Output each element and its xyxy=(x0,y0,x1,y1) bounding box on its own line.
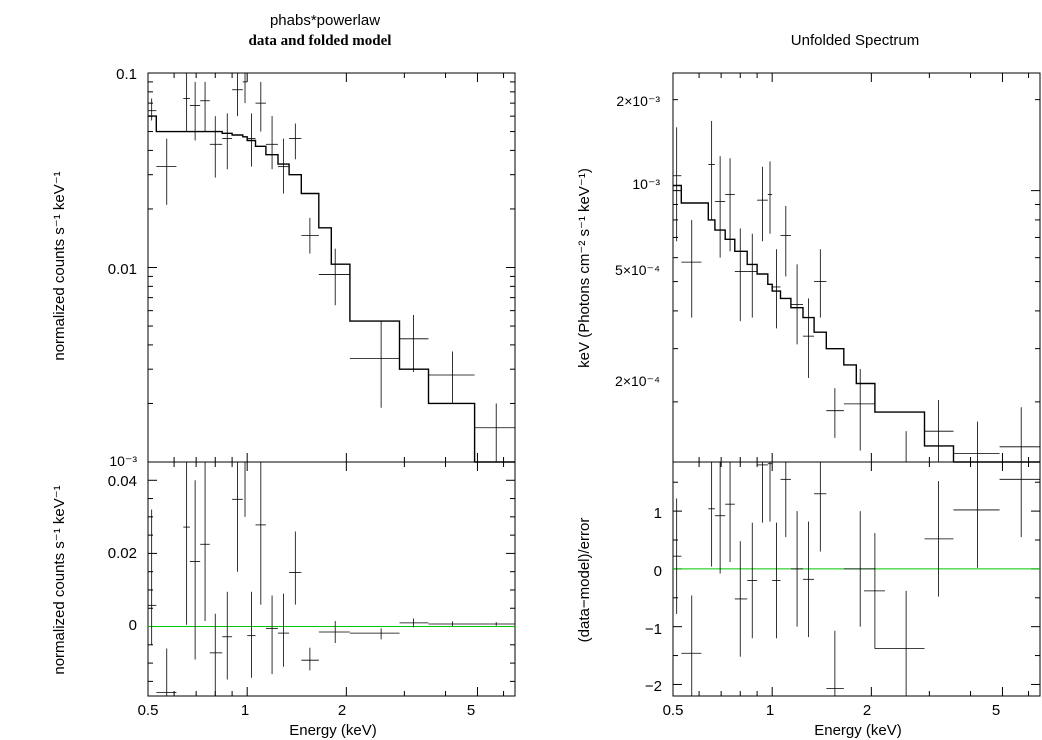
x-axis-label: Energy (keV) xyxy=(289,722,377,739)
left-title-subtitle: data and folded model xyxy=(249,33,392,49)
plot-frame xyxy=(147,461,516,697)
model-step-line xyxy=(148,115,515,463)
xtick-label: 2 xyxy=(338,702,346,719)
left-title-model: phabs*powerlaw xyxy=(270,12,380,29)
ytick-label: 1 xyxy=(654,505,662,522)
ytick-label: 2×10⁻³ xyxy=(616,93,660,109)
y-axis-label: keV (Photons cm⁻² s⁻¹ keV⁻¹) xyxy=(576,168,593,368)
ytick-label: 10⁻³ xyxy=(109,453,137,469)
panel-right-top: 2×10⁻³ 10⁻³ 5×10⁻⁴ 2×10⁻⁴ keV (Photons c… xyxy=(576,72,1041,463)
ytick-label: 5×10⁻⁴ xyxy=(615,262,660,278)
ytick-label: 0.02 xyxy=(108,545,137,562)
panel-left-bottom: 0.04 0.02 0 normalized counts s⁻¹ keV⁻¹ … xyxy=(51,461,516,739)
right-title: Unfolded Spectrum xyxy=(791,32,919,49)
y-axis-label: normalized counts s⁻¹ keV⁻¹ xyxy=(51,171,68,360)
ytick-label: 2×10⁻⁴ xyxy=(615,373,660,389)
plot-frame xyxy=(672,461,1041,697)
ytick-label: 0.1 xyxy=(116,66,137,83)
ytick-label: 0 xyxy=(129,617,137,634)
xtick-label: 2 xyxy=(863,702,871,719)
ytick-label: −2 xyxy=(645,678,662,695)
xtick-label: 0.5 xyxy=(663,702,684,719)
ytick-label: −1 xyxy=(645,621,662,638)
y-axis-label: (data−model)/error xyxy=(576,518,593,643)
panel-left-top: 0.1 0.01 10⁻³ normalized counts s⁻¹ keV⁻… xyxy=(51,66,516,469)
xtick-label: 1 xyxy=(241,702,249,719)
model-step-line xyxy=(673,184,1040,463)
xtick-label: 5 xyxy=(467,702,475,719)
x-axis-label: Energy (keV) xyxy=(814,722,902,739)
ytick-label: 0.01 xyxy=(108,261,137,278)
xtick-label: 5 xyxy=(992,702,1000,719)
ytick-label: 0.04 xyxy=(108,473,137,490)
ytick-label: 10⁻³ xyxy=(632,176,660,192)
xtick-label: 1 xyxy=(766,702,774,719)
panel-right-bottom: 1 0 −1 −2 (data−model)/error 0.5 1 2 5 E… xyxy=(576,461,1041,739)
ytick-label: 0 xyxy=(654,563,662,580)
xtick-label: 0.5 xyxy=(138,702,159,719)
y-axis-label: normalized counts s⁻¹ keV⁻¹ xyxy=(51,485,68,674)
